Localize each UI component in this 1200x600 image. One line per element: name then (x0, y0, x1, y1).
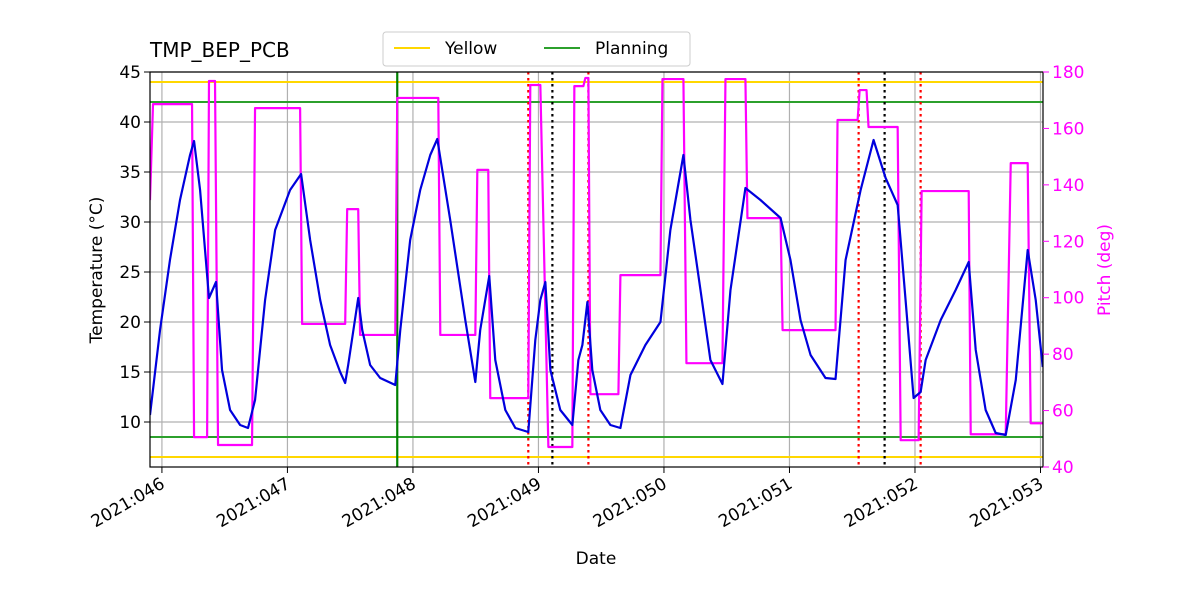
y-tick-label: 45 (119, 63, 141, 83)
y2-tick-label: 140 (1052, 176, 1084, 196)
plot-area (150, 72, 1043, 467)
y2-axis-label: Pitch (deg) (1095, 224, 1115, 316)
legend: Yellow Planning (394, 39, 668, 59)
y-axis-label: Temperature (°C) (87, 197, 107, 345)
y2-tick-label: 180 (1052, 63, 1084, 83)
grid (150, 71, 1043, 467)
y2-tick-label: 160 (1052, 119, 1084, 139)
y2-tick-label: 100 (1052, 289, 1084, 309)
y2-tick-label: 40 (1052, 458, 1074, 478)
y-tick-label: 20 (119, 313, 141, 333)
series-line (150, 137, 1043, 437)
y-tick-label: 30 (119, 213, 141, 233)
chart-title: TMP_BEP_PCB (149, 38, 290, 62)
y2-tick-label: 120 (1052, 232, 1084, 252)
legend-box (382, 31, 691, 67)
axes-frame (149, 71, 1044, 468)
y-tick-label: 15 (119, 363, 141, 383)
y-tick-label: 25 (119, 263, 141, 283)
legend-label: Planning (595, 39, 668, 59)
y2-tick-label: 60 (1052, 402, 1074, 422)
y-tick-label: 40 (119, 113, 141, 133)
y-tick-label: 10 (119, 413, 141, 433)
legend-label: Yellow (444, 39, 497, 59)
series-line (150, 76, 1043, 449)
y-tick-label: 35 (119, 163, 141, 183)
y2-tick-label: 80 (1052, 345, 1074, 365)
x-axis-label: Date (576, 549, 617, 569)
